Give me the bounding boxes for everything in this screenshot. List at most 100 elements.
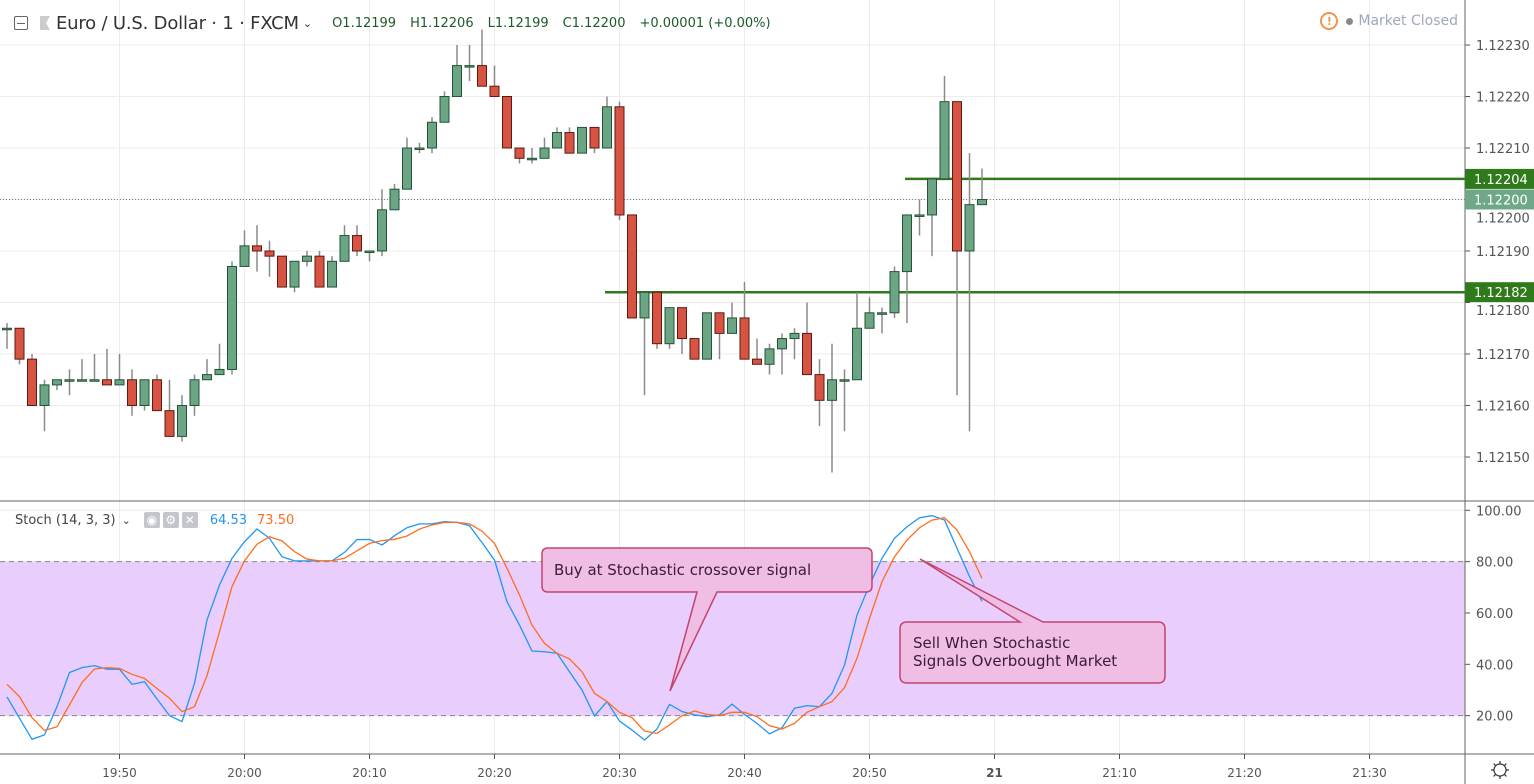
candle-body-up [827, 379, 837, 401]
candle [702, 312, 712, 360]
stoch-tick-label: 100.00 [1476, 504, 1522, 519]
candle-body-down [677, 307, 687, 340]
level-price-label: 1.12204 [1474, 173, 1528, 188]
candle [689, 338, 700, 360]
candle-body-down [14, 327, 25, 360]
candle-body-up [327, 260, 337, 288]
candle-body-up [902, 214, 912, 273]
candle [202, 359, 212, 381]
candle [89, 354, 100, 382]
candle [389, 184, 400, 211]
d-value: 73.50 [257, 512, 295, 528]
candle-body-up [864, 312, 875, 329]
candle [114, 354, 125, 386]
candle-body-up [452, 65, 462, 97]
candle [789, 328, 800, 360]
candle-body-down [802, 332, 812, 376]
candle [227, 261, 237, 375]
candle-body-down [127, 379, 137, 406]
candle [552, 127, 562, 149]
candle [152, 374, 162, 412]
level-price-label-bg [1465, 168, 1534, 189]
candle [127, 369, 137, 416]
market-status[interactable]: ! Market Closed [1320, 12, 1458, 30]
candle [914, 199, 925, 236]
candle [314, 251, 325, 288]
candle-body-up [402, 147, 412, 190]
time-tick-label: 20:10 [352, 766, 387, 780]
candle-body-down [714, 312, 725, 334]
time-tick-label: 21:10 [1102, 766, 1137, 780]
candle [677, 307, 687, 354]
stoch-tick-label: 20.00 [1476, 710, 1513, 725]
candle-body-up [464, 65, 475, 68]
symbol-title[interactable]: Euro / U.S. Dollar · 1 · FXCM [56, 12, 299, 34]
candle [264, 240, 275, 277]
candle [777, 333, 787, 375]
candle-body-down [314, 255, 325, 288]
close-icon[interactable]: ✕ [181, 512, 198, 528]
candle [514, 147, 525, 164]
candle-body-up [139, 379, 150, 406]
candle [977, 168, 987, 206]
candle [527, 148, 537, 164]
time-tick-label: 20:40 [727, 766, 762, 780]
candle-body-down [564, 132, 575, 154]
candle [239, 230, 250, 267]
candle [664, 307, 675, 349]
candle [902, 214, 912, 324]
stoch-d-line [6, 517, 983, 735]
level-price-label-bg [1465, 282, 1534, 303]
candle-body-down [514, 147, 525, 159]
candle-body-up [202, 374, 212, 381]
candle [214, 343, 225, 376]
candle-body-up [377, 209, 387, 252]
chevron-down-icon[interactable]: ⌄ [121, 513, 131, 527]
indicator-label[interactable]: Stoch (14, 3, 3) [15, 512, 116, 528]
candle-body-up [927, 178, 937, 216]
chevron-down-icon[interactable]: ⌄ [302, 16, 313, 30]
visibility-icon[interactable]: ◉ [143, 512, 160, 528]
candle [102, 348, 112, 386]
collapse-icon[interactable] [14, 16, 28, 30]
candle [564, 127, 575, 154]
candle-body-up [602, 106, 612, 149]
time-tick-label: 20:30 [602, 766, 637, 780]
time-tick-label: 21:30 [1352, 766, 1387, 780]
candle-body-up [539, 147, 550, 159]
time-tick-label: 20:00 [227, 766, 262, 780]
gear-icon[interactable]: ⚙ [162, 512, 179, 528]
candle [827, 343, 837, 473]
candle [489, 65, 500, 97]
candle [64, 369, 75, 396]
level-price-label: 1.12182 [1474, 286, 1528, 301]
settings-gear-icon[interactable] [1491, 761, 1509, 779]
candle [852, 292, 862, 381]
candle [427, 117, 437, 154]
candle [414, 142, 425, 154]
candle [802, 302, 812, 376]
candle [139, 379, 150, 411]
candle-body-up [52, 379, 62, 386]
candle [877, 307, 887, 334]
candle-body-up [114, 379, 125, 386]
candle [864, 297, 875, 329]
candle-body-up [852, 327, 862, 381]
candle-body-up [727, 317, 737, 334]
candle-body-down [264, 250, 275, 257]
open-value: O1.12199 [332, 15, 397, 31]
candles [2, 29, 987, 473]
flag-icon[interactable] [40, 16, 50, 30]
candle [939, 75, 950, 180]
last-price-label-bg [1465, 189, 1534, 210]
candle-body-up [289, 260, 300, 288]
candle-body-down [477, 65, 487, 87]
candle-body-up [877, 312, 887, 315]
candle [639, 291, 650, 396]
candle [364, 250, 375, 262]
high-value: H1.12206 [410, 15, 474, 31]
candle [539, 137, 550, 159]
candle-body-up [777, 338, 787, 350]
candle [764, 343, 775, 375]
